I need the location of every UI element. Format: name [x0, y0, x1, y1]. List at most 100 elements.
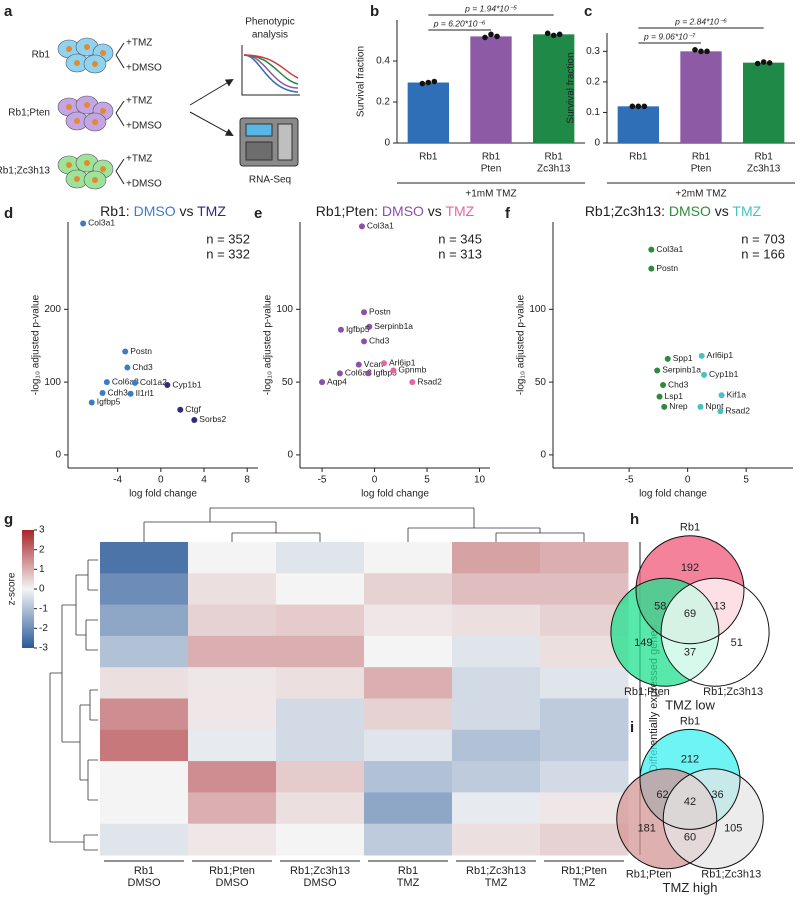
replicate-dot — [635, 103, 642, 110]
heatmap-cell — [540, 667, 629, 699]
heatmap-cell — [452, 573, 541, 606]
title-part: TMZ — [732, 203, 761, 219]
point — [361, 309, 368, 316]
output-label: analysis — [252, 30, 288, 41]
gene-label: Kif1a — [727, 389, 747, 399]
y-tick-label: 200 — [44, 304, 61, 315]
arrow — [189, 78, 234, 106]
column-label: DMSO — [304, 877, 337, 889]
replicate-dot — [692, 47, 698, 53]
heatmap-cell — [540, 823, 629, 856]
heatmap-cell — [188, 729, 277, 762]
gene-label: Igfbp5 — [97, 397, 121, 407]
heatmap-cell — [100, 761, 189, 793]
heatmap-cell — [276, 667, 365, 699]
gene-label: Col6a3 — [112, 376, 139, 386]
gene-label: Lsp1 — [665, 391, 684, 401]
colorbar-tick-label: 0 — [39, 584, 45, 595]
x-axis-label: +1mM TMZ — [465, 189, 516, 200]
heatmap-cell — [100, 667, 189, 699]
heatmap-cell — [540, 698, 629, 731]
point — [124, 364, 131, 371]
y-tick-label: 100 — [44, 377, 61, 388]
title-part: vs — [176, 203, 198, 219]
treatment: +DMSO — [126, 179, 162, 190]
panel-letter: i — [630, 719, 634, 736]
heatmap-cell — [452, 823, 541, 856]
heatmap-cell — [100, 604, 189, 637]
title-part: TMZ — [445, 203, 474, 219]
point — [656, 393, 663, 400]
gene-label: Arl6ip1 — [389, 357, 416, 367]
count-label: n = 345 — [438, 231, 482, 246]
title-part: DMSO — [382, 203, 424, 219]
heatmap-cell — [276, 573, 365, 606]
point — [103, 379, 110, 386]
y-tick-label: 100 — [529, 304, 546, 315]
region-count: 212 — [681, 753, 699, 765]
region-count: 69 — [684, 608, 696, 620]
heatmap-cell — [452, 667, 541, 699]
point — [361, 338, 368, 345]
region-count: 13 — [714, 601, 726, 613]
column-label: TMZ — [397, 877, 420, 889]
venn-title: TMZ high — [663, 880, 718, 895]
point — [698, 352, 705, 359]
heatmap-cell — [276, 542, 365, 574]
title-part: Rb1;Pten: — [316, 203, 382, 219]
region-count: 181 — [638, 823, 656, 835]
colorbar-tick-label: 1 — [39, 564, 45, 575]
gene-label: Serpinb1a — [374, 321, 413, 331]
venn-outline — [635, 535, 745, 645]
heatmap-cell — [364, 761, 453, 793]
y-tick-label: 0.3 — [586, 46, 600, 57]
heatmap-cell — [276, 761, 365, 793]
heatmap-cell — [540, 761, 629, 793]
x-tick-label: -5 — [625, 475, 634, 486]
group-label: Rb1;Zc3h13 — [0, 166, 50, 177]
gene-label: Spp1 — [673, 353, 693, 363]
x-tick-label: -5 — [318, 475, 327, 486]
heatmap-cell — [188, 792, 277, 825]
arrow — [189, 111, 234, 136]
point — [365, 370, 372, 377]
point — [336, 370, 343, 377]
x-tick-label: 10 — [474, 475, 486, 486]
heatmap-cell — [540, 542, 629, 574]
panel-letter: g — [4, 511, 13, 528]
cell-icon — [57, 153, 114, 190]
replicate-dot — [698, 48, 704, 55]
heatmap-cell — [100, 792, 189, 825]
point — [661, 403, 668, 410]
venn-outline — [610, 577, 720, 687]
region-count: 62 — [656, 789, 668, 801]
count-label: n = 313 — [438, 246, 482, 261]
point — [409, 379, 416, 386]
column-label: DMSO — [128, 877, 161, 889]
x-tick-label: 4 — [201, 475, 207, 486]
gene-label: Chd3 — [668, 379, 689, 389]
set-label: Rb1 — [680, 522, 700, 534]
region-count: 192 — [681, 562, 699, 574]
gene-label: Postn — [656, 263, 678, 273]
sequencer-icon — [239, 117, 299, 167]
cell-icon — [57, 37, 114, 74]
point — [355, 361, 362, 368]
y-axis-label: Survival fraction — [566, 52, 577, 123]
venn-set — [661, 578, 770, 687]
gene-label: Col3a1 — [656, 244, 683, 254]
gene-label: Postn — [130, 346, 152, 356]
y-tick-label: 0.1 — [586, 107, 600, 118]
heatmap-cell — [364, 823, 453, 856]
gene-label: Cdh3 — [108, 387, 129, 397]
point — [654, 367, 661, 374]
panel-letter: d — [4, 205, 13, 222]
heatmap-cell — [364, 573, 453, 606]
colorbar-tick-label: -2 — [39, 623, 48, 634]
column-dendrogram — [143, 507, 585, 542]
gene-label: Col3a1 — [367, 221, 394, 231]
colorbar-tick-label: 2 — [39, 544, 45, 555]
output-label: Phenotypic — [245, 17, 294, 28]
heatmap-cell — [452, 604, 541, 637]
colorbar-tick-label: 3 — [39, 525, 45, 536]
